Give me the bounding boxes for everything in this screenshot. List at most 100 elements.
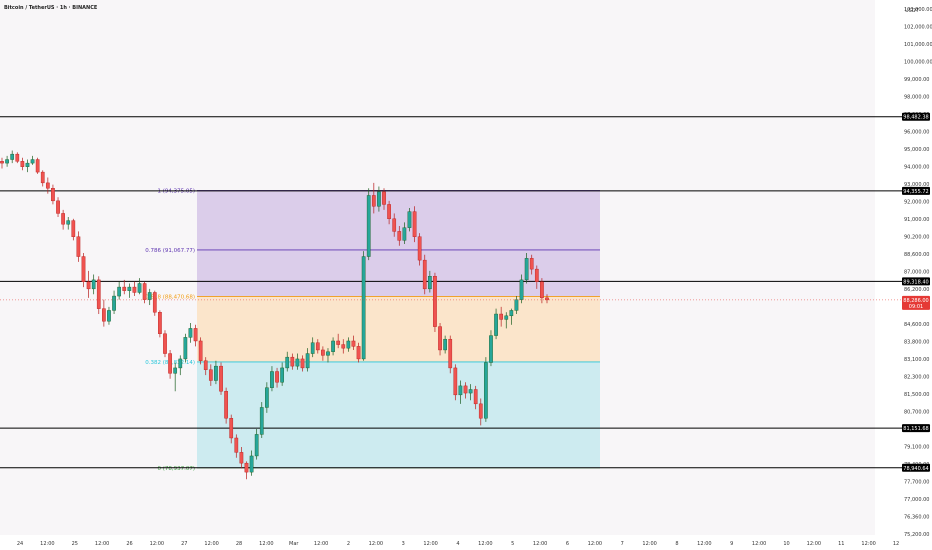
candle-body bbox=[137, 283, 142, 293]
candle-body bbox=[81, 256, 86, 282]
candle-body bbox=[178, 358, 183, 369]
y-tick-label: 98,000.00 bbox=[904, 95, 929, 101]
candle-body bbox=[427, 276, 432, 290]
x-tick-label: 26 bbox=[126, 541, 132, 547]
fib-zone-0 bbox=[197, 190, 600, 250]
candle-body bbox=[76, 236, 81, 257]
candle-body bbox=[102, 308, 106, 322]
x-tick-label: 28 bbox=[236, 541, 242, 547]
candle-body bbox=[163, 333, 167, 354]
candle-body bbox=[239, 452, 244, 464]
candle-body bbox=[402, 227, 407, 241]
x-tick-label: 12:00 bbox=[40, 541, 54, 547]
x-tick-label: 12:00 bbox=[642, 541, 656, 547]
countdown-text: 09:01 bbox=[909, 304, 923, 310]
level-price-badge bbox=[902, 463, 930, 472]
candle-body bbox=[214, 365, 218, 381]
candle-body bbox=[249, 455, 254, 473]
candle-body bbox=[443, 338, 447, 351]
candle-body bbox=[448, 338, 453, 369]
x-tick-label: 12:00 bbox=[861, 541, 875, 547]
x-tick-label: 12:00 bbox=[478, 541, 492, 547]
x-tick-label: 12:00 bbox=[259, 541, 273, 547]
x-tick-label: 4 bbox=[456, 541, 459, 547]
y-tick-label: 103,000.00 bbox=[904, 7, 932, 13]
x-tick-label: 5 bbox=[511, 541, 514, 547]
chart-title: Bitcoin / TetherUS · 1h · BINANCE bbox=[4, 5, 98, 11]
x-tick-label: 12:00 bbox=[204, 541, 218, 547]
x-tick-label: 6 bbox=[566, 541, 569, 547]
candle-body bbox=[290, 356, 295, 367]
y-tick-label: 77,000.00 bbox=[904, 497, 929, 503]
y-tick-label: 92,000.00 bbox=[904, 200, 929, 206]
candle-body bbox=[158, 312, 162, 334]
y-tick-label: 84,600.00 bbox=[904, 322, 929, 328]
price-axis-panel bbox=[875, 0, 932, 550]
time-axis[interactable]: 24 12:00 25 12:00 26 12:00 27 12:00 28 12:00 Mar 12… bbox=[17, 541, 899, 547]
x-tick-label: 12:00 bbox=[423, 541, 437, 547]
y-tick-label: 99,000.00 bbox=[904, 77, 929, 83]
candle-body bbox=[234, 437, 239, 453]
level-price-badge-text: 98,482.38 bbox=[903, 115, 928, 121]
x-tick-label: 12 bbox=[893, 541, 899, 547]
candle-body bbox=[142, 283, 147, 300]
candle-body bbox=[10, 153, 15, 160]
fibonacci-retracement[interactable]: 1 (94,375.05) 0.786 (91,067.77) 0.618 (88,… bbox=[145, 189, 600, 472]
x-tick-label: 8 bbox=[675, 541, 678, 547]
x-tick-label: 11 bbox=[838, 541, 844, 547]
time-axis-panel bbox=[0, 535, 932, 550]
candle-body bbox=[265, 387, 269, 408]
y-tick-label: 83,800.00 bbox=[904, 340, 929, 346]
candle-body bbox=[15, 153, 20, 162]
fib-zone-2 bbox=[197, 296, 600, 362]
y-tick-label: 101,000.00 bbox=[904, 42, 932, 48]
candle-body bbox=[540, 281, 544, 299]
candle-body bbox=[433, 276, 437, 327]
y-tick-label: 86,200.00 bbox=[904, 287, 929, 293]
horizontal-levels[interactable] bbox=[0, 116, 902, 469]
candle-body bbox=[382, 191, 386, 205]
level-price-badge-text: 89,318.40 bbox=[903, 279, 928, 285]
candle-body bbox=[417, 236, 422, 261]
y-tick-label: 100,000.00 bbox=[904, 60, 932, 66]
level-price-badge-text: 81,151.68 bbox=[903, 426, 928, 432]
y-tick-label: 102,000.00 bbox=[904, 25, 932, 31]
candle-body bbox=[438, 326, 442, 351]
fib-zone-3 bbox=[197, 361, 600, 468]
candle-body bbox=[478, 403, 483, 419]
x-tick-label: 7 bbox=[621, 541, 624, 547]
current-price-text: 88,286.00 bbox=[903, 298, 928, 304]
level-price-badge bbox=[902, 186, 930, 195]
y-tick-label: 82,300.00 bbox=[904, 375, 929, 381]
y-tick-label: 95,000.00 bbox=[904, 147, 929, 153]
candlesticks bbox=[0, 150, 549, 480]
fib-label-0.786: 0.786 (91,067.77) bbox=[145, 248, 195, 254]
candle-body bbox=[117, 286, 122, 297]
candle-body bbox=[519, 279, 524, 300]
candle-body bbox=[534, 268, 539, 282]
y-tick-label: 77,700.00 bbox=[904, 480, 929, 486]
y-tick-label: 88,600.00 bbox=[904, 252, 929, 258]
level-price-badge-text: 94,355.72 bbox=[903, 189, 928, 195]
x-tick-label: 12:00 bbox=[752, 541, 766, 547]
x-tick-label: 12:00 bbox=[314, 541, 328, 547]
y-tick-label: 76,360.00 bbox=[904, 515, 929, 521]
y-tick-label: 91,000.00 bbox=[904, 217, 929, 223]
candle-body bbox=[188, 328, 193, 338]
candle-body bbox=[147, 292, 152, 300]
x-tick-label: 12:00 bbox=[697, 541, 711, 547]
candle-body bbox=[504, 315, 509, 320]
candle-body bbox=[310, 342, 315, 354]
x-tick-label: 10 bbox=[783, 541, 789, 547]
candle-body bbox=[275, 371, 279, 383]
x-tick-label: 3 bbox=[402, 541, 405, 547]
level-price-badge-text: 78,940.64 bbox=[903, 466, 928, 472]
candle-body bbox=[219, 365, 223, 392]
x-tick-label: 24 bbox=[17, 541, 23, 547]
candle-body bbox=[280, 367, 284, 383]
candle-body bbox=[331, 340, 335, 352]
candle-body bbox=[40, 171, 45, 184]
candle-body bbox=[244, 462, 249, 473]
